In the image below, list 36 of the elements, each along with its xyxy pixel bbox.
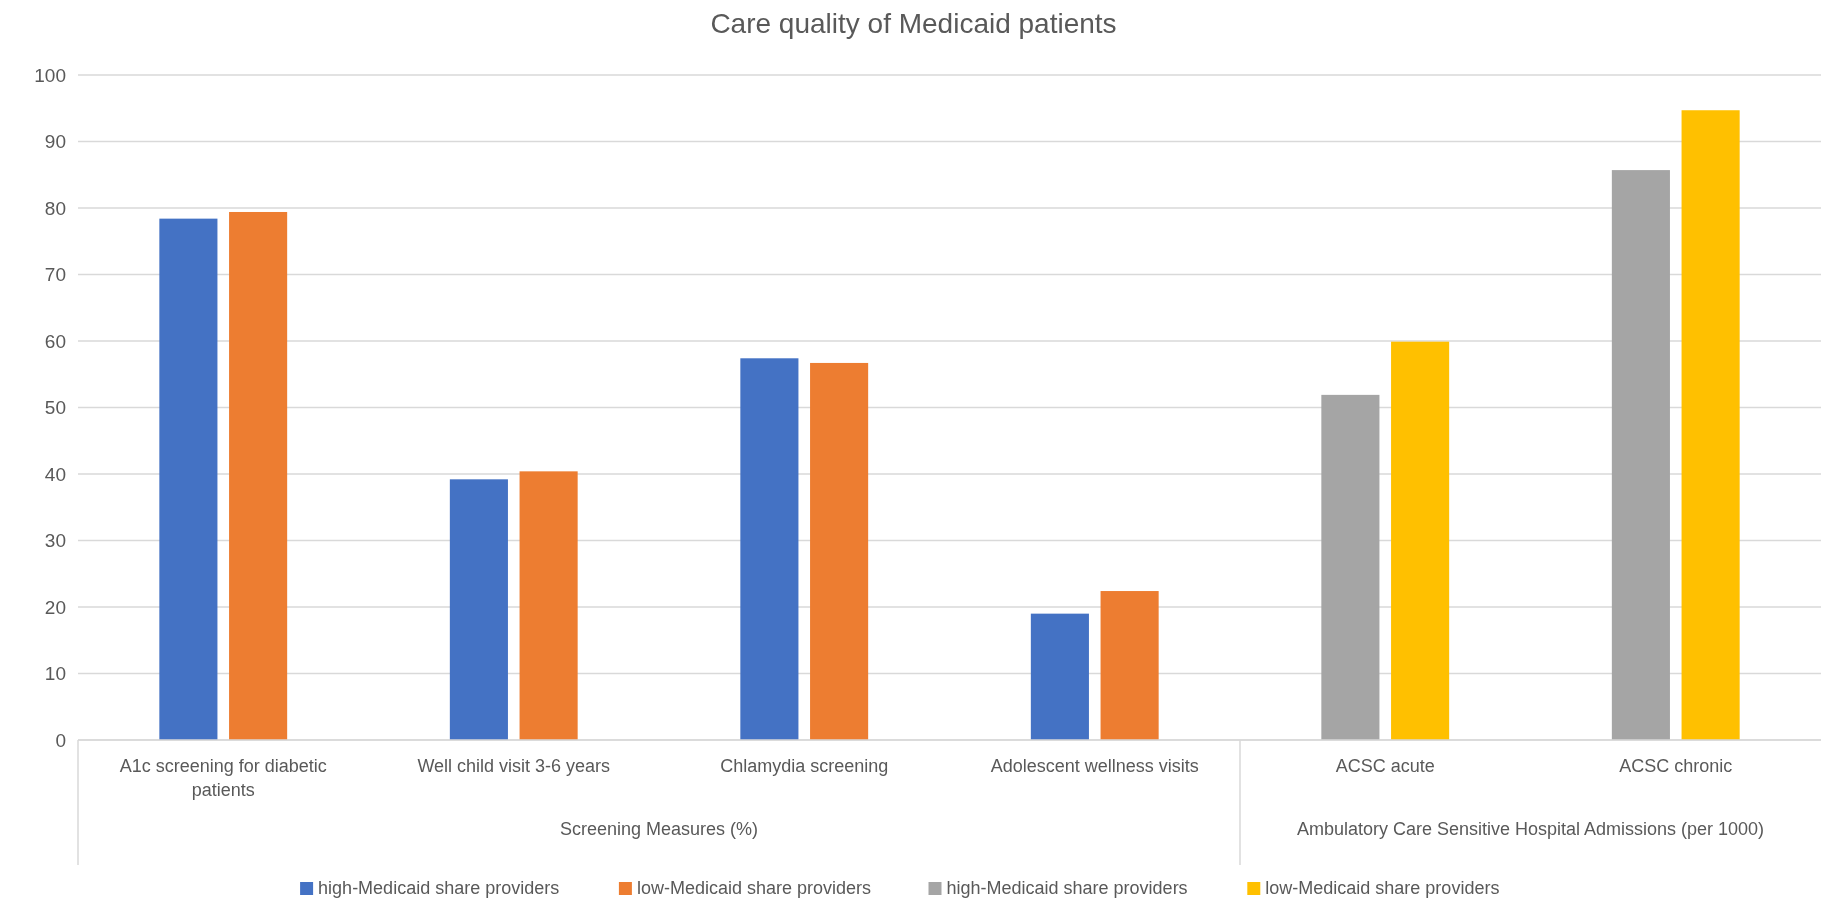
bar (229, 211, 288, 740)
y-tick-label: 100 (34, 64, 66, 86)
legend-label: high-Medicaid share providers (946, 878, 1188, 898)
x-tick-label: Chlamydia screening (720, 756, 889, 776)
bar (1030, 613, 1089, 740)
bar (1681, 110, 1740, 740)
bar (1100, 591, 1159, 740)
x-tick-label: ACSC acute (1335, 756, 1435, 776)
y-tick-label: 40 (44, 463, 66, 485)
chart-title: Care quality of Medicaid patients (710, 8, 1117, 39)
y-tick-label: 0 (55, 729, 66, 751)
y-tick-label: 70 (44, 264, 66, 286)
bar (740, 358, 799, 740)
bar (449, 479, 508, 740)
bar (519, 471, 578, 740)
legend-label: low-Medicaid share providers (636, 878, 872, 898)
text: Ambulatory Care Sensitive Hospital Admissions (per 1000) (1296, 819, 1765, 839)
x-tick-label: ACSC chronic (1619, 756, 1733, 776)
y-tick-label: 20 (44, 596, 66, 618)
y-tick-label: 80 (44, 197, 66, 219)
y-tick-label: 60 (44, 330, 66, 352)
legend-label: high-Medicaid share providers (318, 878, 560, 898)
bar (1611, 170, 1670, 740)
x-tick-label: A1c screening for diabetic patients (119, 756, 327, 800)
bar (159, 218, 218, 740)
x-tick-label: Adolescent wellness visits (990, 756, 1199, 776)
bar (810, 362, 869, 740)
text: Screening Measures (%) (559, 819, 759, 839)
bar (1321, 394, 1380, 740)
y-tick-label: 90 (44, 131, 66, 153)
x-tick-label: Well child visit 3-6 years (417, 756, 611, 776)
legend-label: low-Medicaid share providers (1265, 878, 1500, 898)
y-tick-label: 10 (44, 663, 66, 685)
y-tick-label: 30 (44, 530, 66, 552)
bar (1391, 341, 1450, 740)
y-tick-label: 50 (44, 397, 66, 419)
